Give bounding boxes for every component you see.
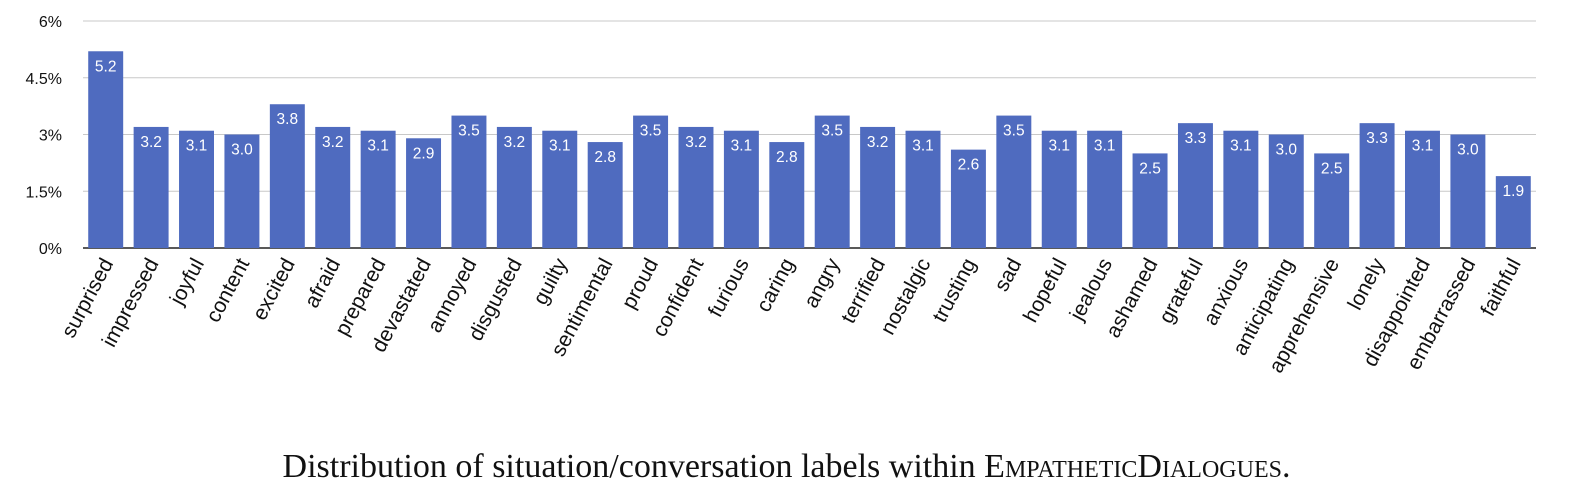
bar xyxy=(269,104,305,248)
caption-dataset-part2: Dialogues xyxy=(1137,448,1282,485)
data-labels: 5.2 3.2 3.1 3.0 3.8 3.2 3.1 2.9 3.5 3.2 3.1 2.8 3.5 3… xyxy=(95,58,1524,200)
category-label: furious xyxy=(704,255,754,321)
data-label: 2.5 xyxy=(1139,160,1161,177)
bar xyxy=(678,126,714,248)
data-label: 1.9 xyxy=(1503,183,1525,200)
data-label: 3.8 xyxy=(277,111,299,128)
caption-dataset-part1: Empathetic xyxy=(984,448,1138,485)
category-label: caring xyxy=(752,255,799,316)
data-label: 2.8 xyxy=(776,149,798,166)
y-tick-label: 6% xyxy=(39,14,62,31)
category-label: afraid xyxy=(300,255,345,312)
y-axis-ticks: 0% 1.5% 3% 4.5% 6% xyxy=(26,14,62,258)
figure-caption: Distribution of situation/conversation l… xyxy=(0,448,1573,486)
bar xyxy=(1405,130,1440,248)
bar xyxy=(587,142,623,248)
data-label: 3.2 xyxy=(322,134,344,151)
bar xyxy=(1495,176,1531,248)
data-label: 3.5 xyxy=(458,123,480,140)
bar xyxy=(860,126,896,248)
data-label: 2.8 xyxy=(594,149,616,166)
data-label: 3.5 xyxy=(640,123,662,140)
data-label: 3.1 xyxy=(1230,138,1252,155)
data-label: 3.0 xyxy=(1275,142,1297,159)
bar xyxy=(905,130,941,248)
data-label: 3.1 xyxy=(1094,138,1116,155)
data-label: 3.1 xyxy=(186,138,208,155)
bar xyxy=(1177,123,1213,248)
bar xyxy=(1450,134,1486,248)
data-label: 3.2 xyxy=(504,134,526,151)
bar xyxy=(1223,130,1259,248)
data-label: 3.1 xyxy=(912,138,934,155)
bar xyxy=(1041,130,1077,248)
bar xyxy=(1132,153,1168,248)
bar xyxy=(1268,134,1304,248)
data-label: 3.3 xyxy=(1185,130,1207,147)
bar xyxy=(1359,123,1395,248)
data-label: 3.1 xyxy=(1048,138,1070,155)
y-tick-label: 3% xyxy=(39,128,62,145)
bar xyxy=(496,126,532,248)
category-label: trusting xyxy=(928,255,981,327)
data-label: 3.1 xyxy=(1412,138,1434,155)
category-label: faithful xyxy=(1476,255,1525,320)
bar-chart: 0% 1.5% 3% 4.5% 6% 5.2 3.2 3.1 3.0 3.8 3.2 3.1 2.9 3… xyxy=(26,14,1536,377)
category-label: excited xyxy=(248,255,300,325)
category-label: hopeful xyxy=(1019,255,1072,327)
data-label: 3.1 xyxy=(549,138,571,155)
bar xyxy=(315,126,351,248)
category-label: angry xyxy=(800,254,845,312)
y-tick-label: 4.5% xyxy=(26,71,62,88)
category-label: lonely xyxy=(1343,254,1389,314)
category-label: proud xyxy=(617,255,663,313)
bar xyxy=(1087,130,1123,248)
bars xyxy=(88,51,1531,249)
data-label: 3.2 xyxy=(867,134,889,151)
data-label: 3.1 xyxy=(731,138,753,155)
bar xyxy=(950,149,986,248)
caption-main: Distribution of situation/conversation l… xyxy=(282,448,985,485)
data-label: 3.2 xyxy=(685,134,707,151)
bar xyxy=(451,115,487,248)
bar xyxy=(1314,153,1350,248)
category-label: sad xyxy=(990,255,1026,296)
bar xyxy=(996,115,1032,248)
bar xyxy=(542,130,578,248)
bar xyxy=(633,115,669,248)
bar xyxy=(133,126,169,248)
y-tick-label: 1.5% xyxy=(26,184,62,201)
bar xyxy=(769,142,805,248)
bar xyxy=(224,134,260,248)
y-tick-label: 0% xyxy=(39,241,62,258)
bar xyxy=(814,115,850,248)
data-label: 3.5 xyxy=(1003,123,1025,140)
data-label: 3.0 xyxy=(231,142,253,159)
data-label: 3.2 xyxy=(140,134,162,151)
category-label: content xyxy=(202,254,255,326)
data-label: 2.6 xyxy=(958,157,980,174)
data-label: 5.2 xyxy=(95,58,117,75)
data-label: 3.3 xyxy=(1366,130,1388,147)
category-label: joyful xyxy=(165,255,209,310)
bar xyxy=(406,138,442,248)
data-label: 3.0 xyxy=(1457,142,1479,159)
data-label: 2.9 xyxy=(413,145,435,162)
bar xyxy=(179,130,214,248)
caption-end: . xyxy=(1281,448,1291,485)
data-label: 3.1 xyxy=(367,138,389,155)
data-label: 2.5 xyxy=(1321,160,1343,177)
bar xyxy=(360,130,396,248)
data-label: 3.5 xyxy=(821,123,843,140)
category-label: guilty xyxy=(529,254,573,309)
bar xyxy=(723,130,759,248)
bar xyxy=(88,51,124,249)
